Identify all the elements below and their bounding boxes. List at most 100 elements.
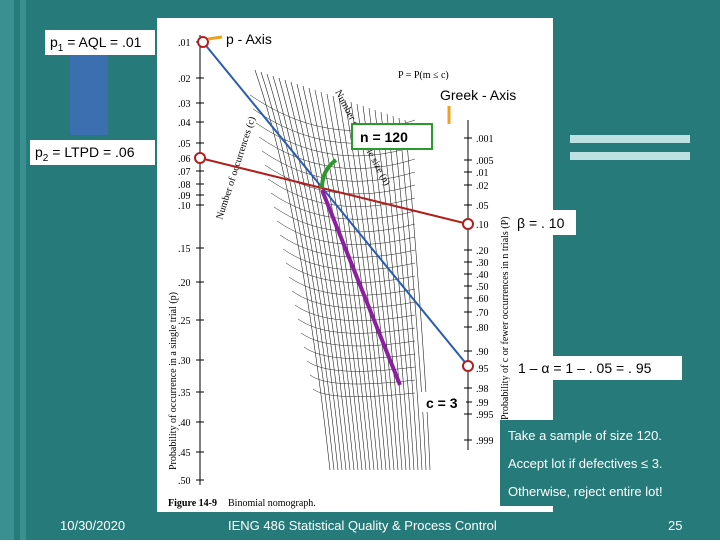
footer-course: IENG 486 Statistical Quality & Process C…: [228, 518, 497, 533]
curve: [279, 234, 416, 258]
curve: [312, 388, 416, 397]
caption: Binomial nomograph.: [228, 498, 316, 509]
right-tick-label: .30: [476, 258, 489, 269]
curve: [290, 81, 355, 471]
left-tick-label: .09: [178, 191, 191, 202]
left-tick-label: .07: [178, 167, 191, 178]
n-arc: [320, 158, 338, 189]
left-tick-label: .40: [178, 418, 191, 429]
left-tick-label: .10: [178, 201, 191, 212]
curve: [300, 332, 416, 347]
curve: [261, 150, 416, 182]
axis-title: Probability of occurrence in a single tr…: [168, 292, 179, 470]
curve: [332, 95, 383, 471]
curve: [297, 318, 416, 334]
right-tick-label: .40: [476, 270, 489, 281]
right-tick-label: .01: [476, 168, 489, 179]
right-tick-label: .20: [476, 246, 489, 257]
left-tick-label: .50: [178, 476, 191, 487]
beta-label: β = . 10: [517, 215, 565, 231]
point: [194, 152, 206, 164]
decor-block: [70, 55, 108, 135]
right-tick-label: .995: [476, 410, 494, 421]
p-axis-label: p - Axis: [226, 31, 272, 47]
curve: [291, 290, 416, 309]
label-box: [30, 140, 155, 165]
right-tick-label: .50: [476, 282, 489, 293]
stripe: [20, 0, 26, 540]
left-tick-label: .15: [178, 244, 191, 255]
curve: [276, 220, 416, 245]
curve: [386, 113, 419, 471]
label-box: [420, 392, 466, 412]
greek-axis-label: Greek - Axis: [440, 87, 516, 103]
right-tick-label: .80: [476, 323, 489, 334]
curve: [284, 79, 351, 471]
nomograph: .01.02.03.04.05.06.07.08.09.10.15.20.25.…: [168, 35, 511, 509]
curve: [254, 69, 331, 471]
note: Otherwise, reject entire lot!: [508, 484, 663, 499]
label-box: [351, 123, 433, 150]
curve: [302, 85, 363, 471]
left-tick-label: .25: [178, 316, 191, 327]
footer-date: 10/30/2020: [60, 518, 125, 533]
p2-label: p2 = LTPD = .06: [35, 144, 135, 164]
curve: [260, 71, 335, 471]
label-box: [45, 30, 155, 55]
decor-stripe: [570, 135, 690, 143]
curve: [398, 117, 427, 471]
curve: [255, 122, 416, 157]
right-tick-label: .70: [476, 308, 489, 319]
left-tick-label: .05: [178, 139, 191, 150]
curve: [350, 101, 395, 471]
notes-box: [500, 420, 710, 506]
curve: [270, 192, 416, 220]
right-tick-label: .999: [476, 436, 494, 447]
alpha-label: 1 – α = 1 – . 05 = . 95: [518, 360, 652, 376]
right-tick-label: .90: [476, 347, 489, 358]
point: [197, 36, 209, 48]
curve: [306, 360, 416, 372]
curve: [296, 83, 359, 471]
curve: [338, 97, 387, 471]
stripe: [0, 0, 14, 540]
formula: P = P(m ≤ c): [398, 70, 449, 81]
p1-label: p1 = AQL = .01: [50, 34, 142, 54]
left-tick-label: .30: [178, 356, 191, 367]
curve: [380, 111, 415, 471]
label-box: [510, 356, 682, 380]
left-tick-label: .01: [178, 38, 191, 49]
curve: [308, 87, 367, 471]
arrow: [207, 35, 223, 41]
left-tick-label: .04: [178, 118, 191, 129]
left-tick-label: .03: [178, 99, 191, 110]
left-tick-label: .08: [178, 180, 191, 191]
axis-title: Probability of c or fewer occurrences in…: [500, 216, 511, 420]
curve: [282, 248, 416, 271]
curve: [320, 91, 375, 471]
curve: [258, 136, 416, 169]
curve: [272, 75, 343, 471]
curve: [288, 276, 416, 296]
c-line: [320, 189, 402, 386]
right-tick-label: .001: [476, 134, 494, 145]
point: [462, 360, 474, 372]
label-box: [510, 210, 576, 235]
caption-num: Figure 14-9: [168, 498, 217, 509]
curve: [303, 346, 416, 359]
left-tick-label: .20: [178, 278, 191, 289]
note: Accept lot if defectives ≤ 3.: [508, 456, 663, 471]
curve: [266, 73, 339, 471]
right-tick-label: .02: [476, 181, 489, 192]
n-label: n = 120: [360, 129, 408, 145]
curve: [264, 164, 416, 195]
curve: [362, 105, 403, 471]
figure-panel: [157, 18, 553, 512]
right-tick-label: .005: [476, 156, 494, 167]
decor-stripe: [570, 152, 690, 160]
note: Take a sample of size 120.: [508, 428, 662, 443]
curve: [404, 119, 431, 471]
left-tick-label: .35: [178, 388, 191, 399]
aql-line: [202, 41, 469, 367]
